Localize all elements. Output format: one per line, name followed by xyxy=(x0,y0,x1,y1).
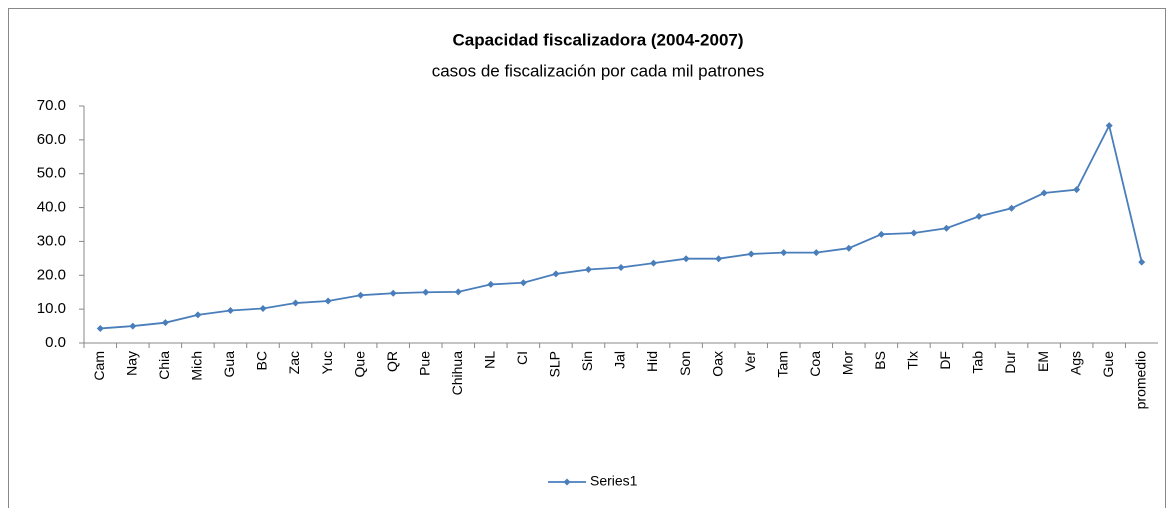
legend-marker xyxy=(563,478,571,486)
x-tick-label: Tlx xyxy=(905,351,921,370)
marker xyxy=(96,324,104,332)
marker xyxy=(357,291,365,299)
marker xyxy=(845,244,853,252)
x-tick-label: Gue xyxy=(1100,351,1116,378)
x-tick-label: Son xyxy=(677,351,693,376)
marker xyxy=(389,289,397,297)
y-tick-label: 50.0 xyxy=(37,165,66,182)
marker xyxy=(1105,122,1113,130)
marker xyxy=(1073,186,1081,194)
marker xyxy=(194,311,202,319)
x-tick-label: BS xyxy=(872,351,888,370)
x-tick-label: EM xyxy=(1035,351,1051,372)
x-tick-label: Zac xyxy=(286,351,302,374)
y-tick-label: 60.0 xyxy=(37,131,66,148)
x-tick-label: QR xyxy=(384,351,400,372)
marker xyxy=(650,259,658,267)
x-tick-label: Pue xyxy=(416,351,432,376)
marker xyxy=(682,255,690,263)
x-tick-label: Nay xyxy=(124,351,140,376)
marker xyxy=(877,230,885,238)
marker xyxy=(942,224,950,232)
y-tick-label: 20.0 xyxy=(37,266,66,283)
chart-frame xyxy=(8,8,1166,513)
marker xyxy=(487,280,495,288)
x-tick-label: Jal xyxy=(612,351,628,369)
x-tick-label: NL xyxy=(482,351,498,369)
x-tick-label: Ags xyxy=(1067,351,1083,375)
marker xyxy=(161,319,169,327)
marker xyxy=(747,250,755,258)
legend-label: Series1 xyxy=(590,473,638,489)
marker xyxy=(552,270,560,278)
marker xyxy=(584,266,592,274)
x-tick-label: Hid xyxy=(644,351,660,372)
y-tick-label: 70.0 xyxy=(37,97,66,114)
x-tick-label: SLP xyxy=(547,351,563,377)
x-tick-label: DF xyxy=(937,351,953,370)
x-tick-label: promedio xyxy=(1132,351,1148,410)
y-tick-label: 30.0 xyxy=(37,232,66,249)
x-tick-label: Chihua xyxy=(449,351,465,396)
marker xyxy=(226,306,234,314)
chart-title: Capacidad fiscalizadora (2004-2007) xyxy=(452,30,743,49)
x-tick-label: Oax xyxy=(709,351,725,377)
marker xyxy=(259,304,267,312)
marker xyxy=(910,229,918,237)
x-tick-label: Dur xyxy=(1002,351,1018,374)
marker xyxy=(1040,189,1048,197)
x-tick-label: Mor xyxy=(840,351,856,375)
x-tick-label: Chia xyxy=(156,351,172,380)
marker xyxy=(129,322,137,330)
marker xyxy=(715,255,723,263)
marker xyxy=(454,288,462,296)
x-tick-label: Sin xyxy=(579,351,595,371)
x-tick-label: Cam xyxy=(91,351,107,381)
marker xyxy=(812,249,820,257)
x-tick-label: Coa xyxy=(807,351,823,377)
x-tick-label: Tam xyxy=(774,351,790,377)
marker xyxy=(617,263,625,271)
x-tick-label: Gua xyxy=(221,351,237,378)
x-tick-label: Yuc xyxy=(319,351,335,374)
y-tick-label: 0.0 xyxy=(45,334,66,351)
marker xyxy=(1008,204,1016,212)
x-tick-label: Ver xyxy=(742,351,758,372)
y-tick-label: 40.0 xyxy=(37,199,66,216)
marker xyxy=(422,288,430,296)
x-tick-label: Tab xyxy=(970,351,986,374)
marker xyxy=(324,297,332,305)
marker xyxy=(975,212,983,220)
x-tick-label: Mich xyxy=(189,351,205,381)
x-tick-label: BC xyxy=(254,351,270,370)
marker xyxy=(780,249,788,257)
chart-subtitle: casos de fiscalización por cada mil patr… xyxy=(432,61,765,80)
marker xyxy=(1138,258,1146,266)
x-tick-label: CI xyxy=(514,351,530,365)
marker xyxy=(519,279,527,287)
marker xyxy=(292,299,300,307)
y-tick-label: 10.0 xyxy=(37,300,66,317)
x-tick-label: Que xyxy=(351,351,367,378)
